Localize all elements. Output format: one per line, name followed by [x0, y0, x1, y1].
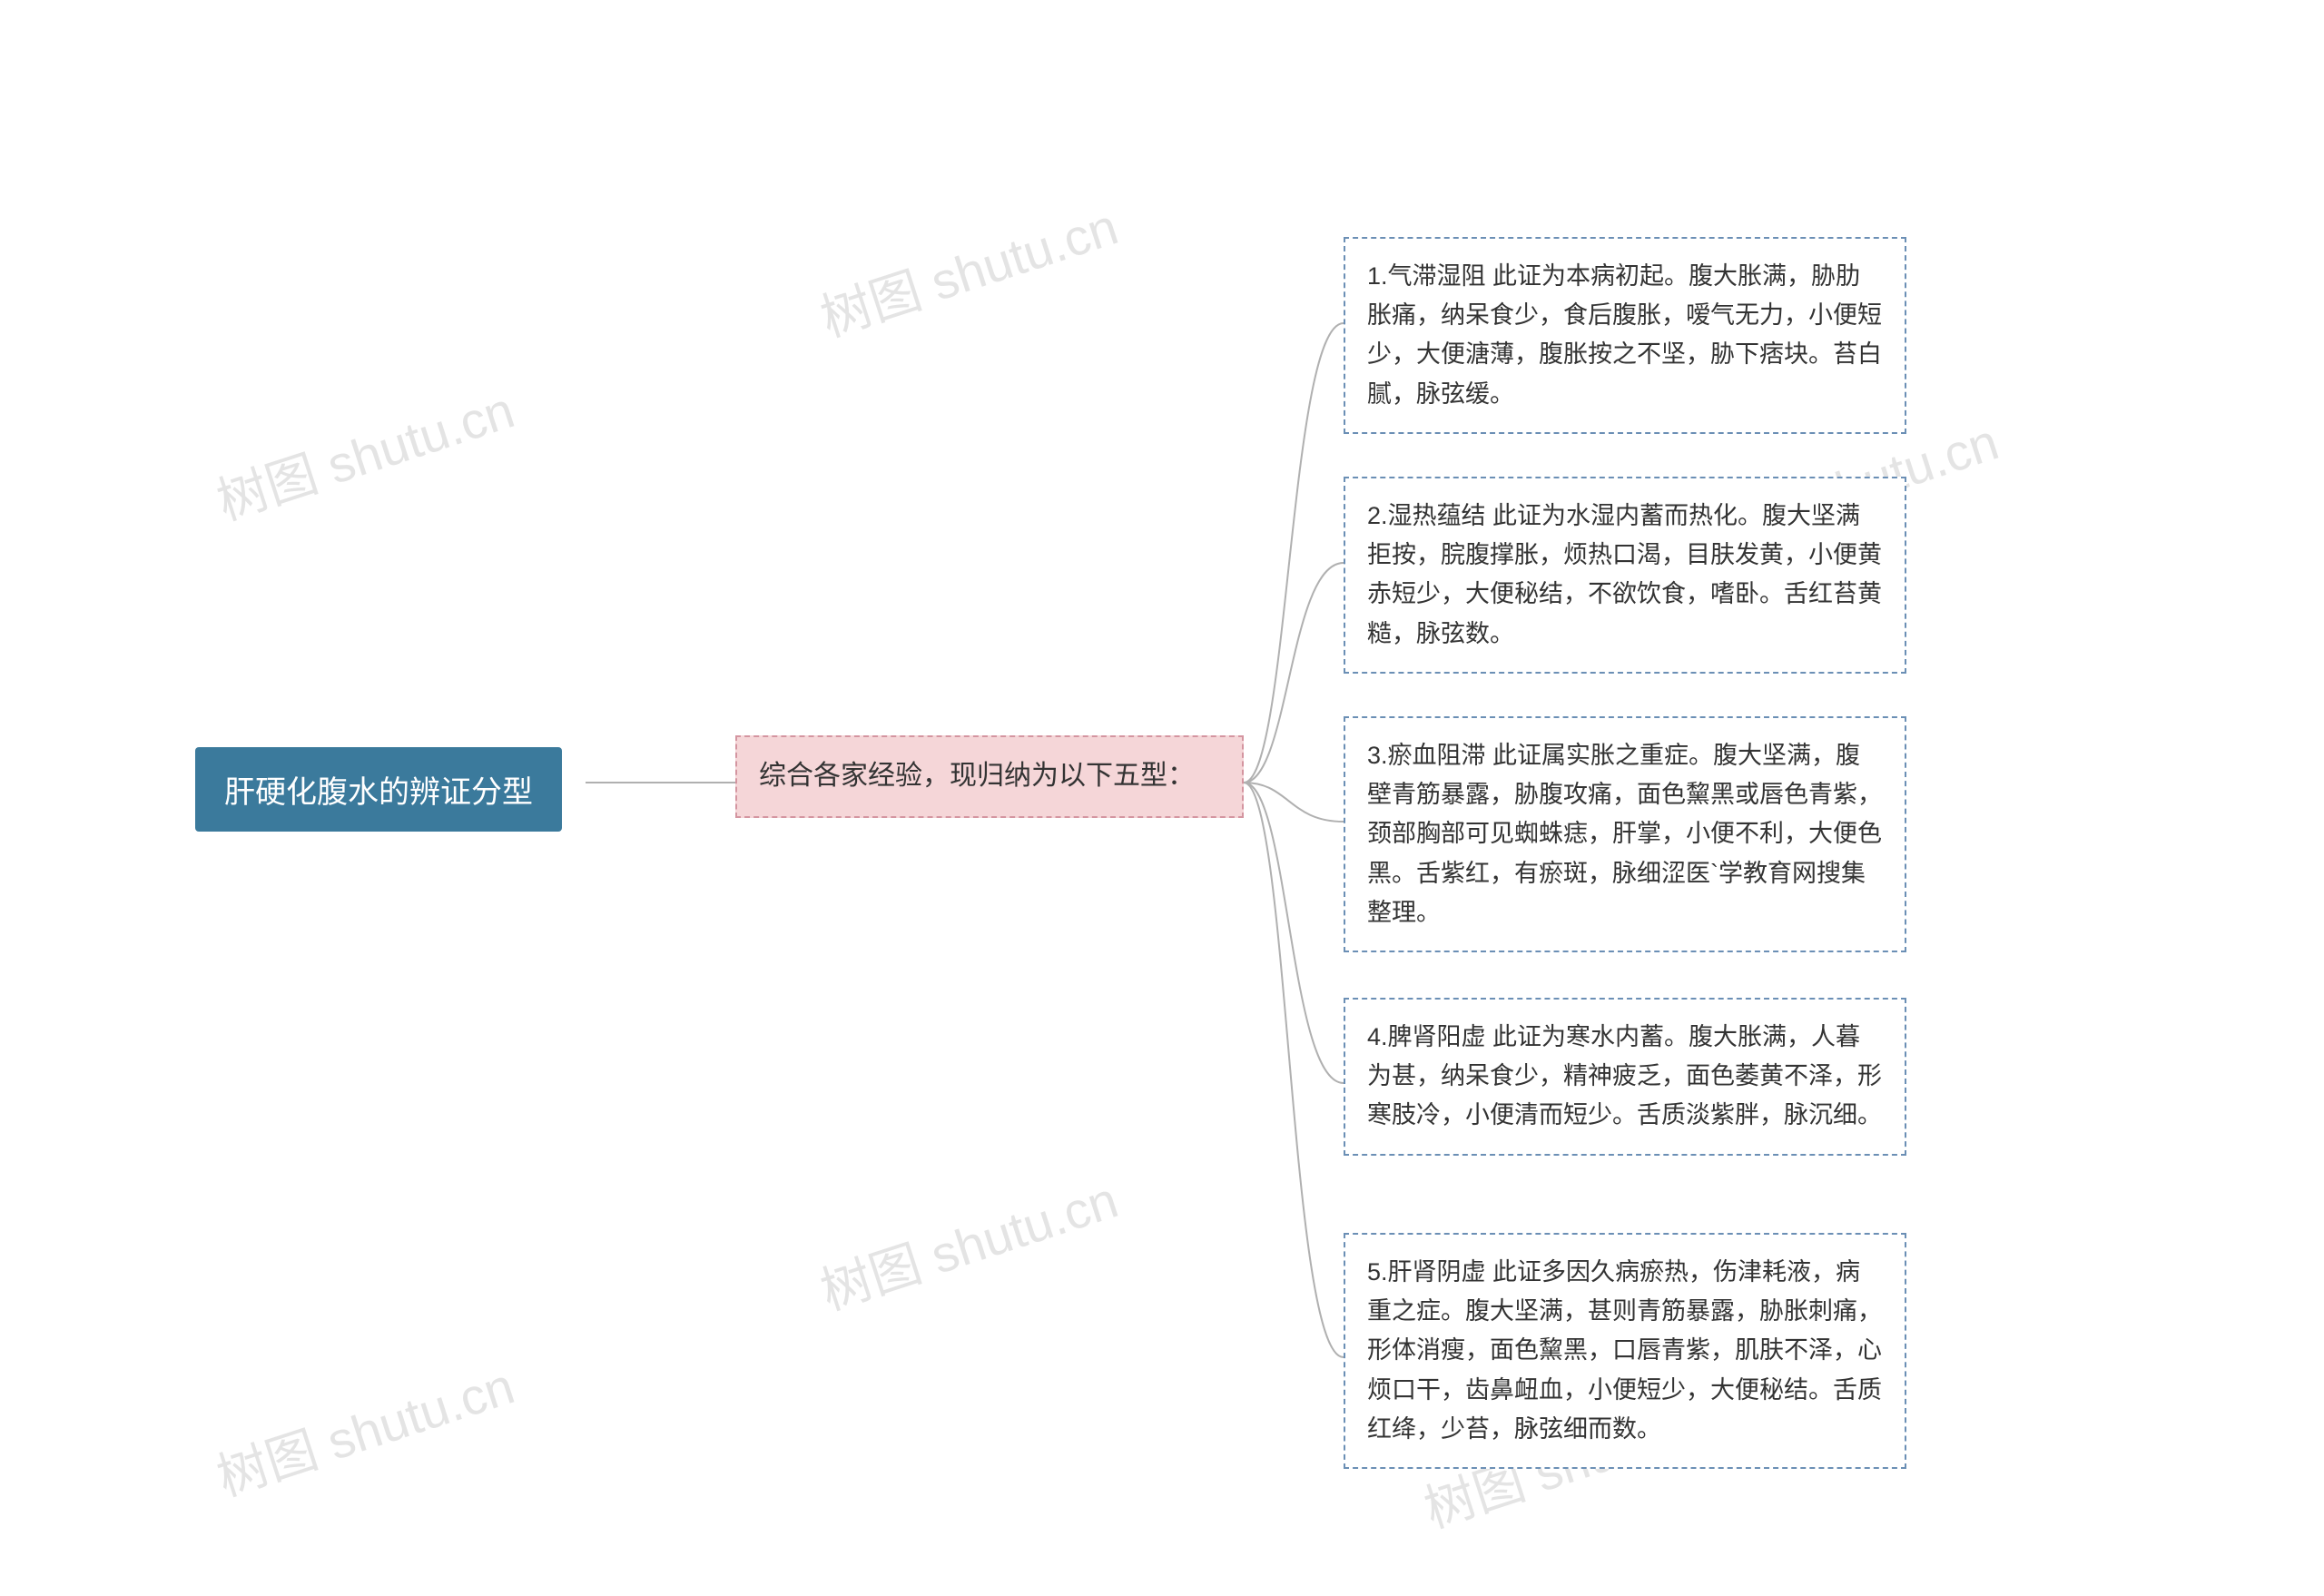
- pattern-node-1[interactable]: 1.气滞湿阻 此证为本病初起。腹大胀满，胁肋胀痛，纳呆食少，食后腹胀，嗳气无力，…: [1344, 237, 1906, 434]
- pattern-node-5[interactable]: 5.肝肾阴虚 此证多因久病瘀热，伤津耗液，病重之症。腹大坚满，甚则青筋暴露，胁胀…: [1344, 1233, 1906, 1469]
- pattern-node-4[interactable]: 4.脾肾阳虚 此证为寒水内蓄。腹大胀满，人暮为甚，纳呆食少，精神疲乏，面色萎黄不…: [1344, 998, 1906, 1156]
- watermark: 树图 shutu.cn: [810, 1159, 1126, 1325]
- pattern-node-2[interactable]: 2.湿热蕴结 此证为水湿内蓄而热化。腹大坚满拒按，脘腹撑胀，烦热口渴，目肤发黄，…: [1344, 477, 1906, 674]
- watermark: 树图 shutu.cn: [810, 186, 1126, 351]
- summary-node[interactable]: 综合各家经验，现归纳为以下五型：: [735, 735, 1244, 818]
- pattern-node-3[interactable]: 3.瘀血阻滞 此证属实胀之重症。腹大坚满，腹壁青筋暴露，胁腹攻痛，面色黧黑或唇色…: [1344, 716, 1906, 952]
- watermark: 树图 shutu.cn: [206, 369, 522, 535]
- root-node[interactable]: 肝硬化腹水的辨证分型: [195, 747, 562, 832]
- mindmap-canvas: 树图 shutu.cn 树图 shutu.cn 树图 shutu.cn 树图 s…: [0, 0, 2324, 1596]
- watermark: 树图 shutu.cn: [206, 1345, 522, 1511]
